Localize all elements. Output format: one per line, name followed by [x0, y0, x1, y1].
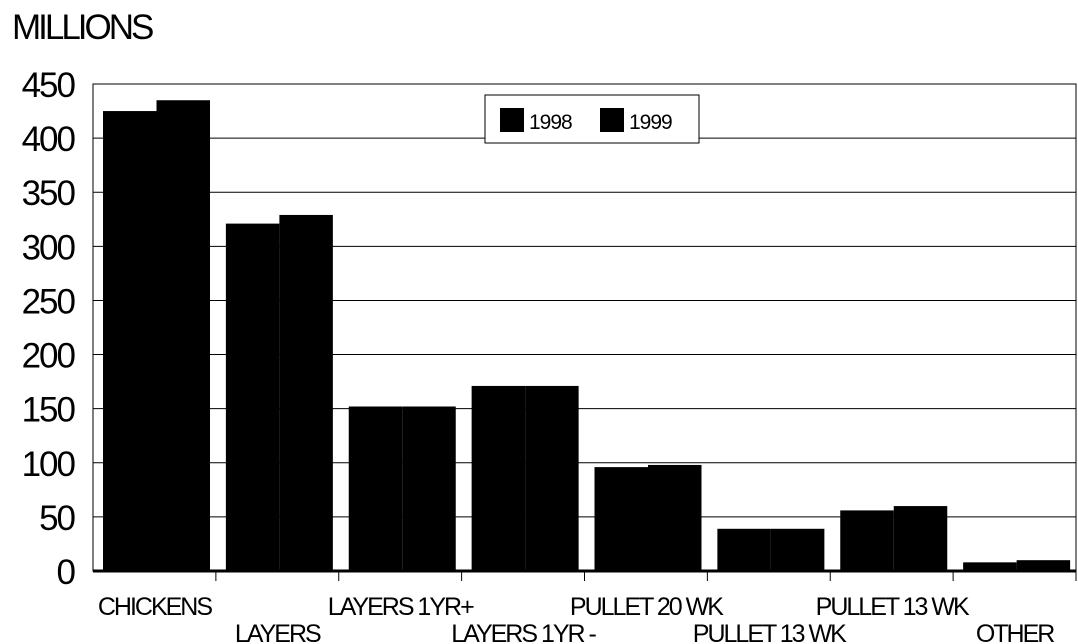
y-tick-label: 50 [39, 499, 75, 538]
x-tick-label: PULLET 20 WK [570, 593, 724, 621]
y-tick-label: 250 [22, 282, 76, 321]
bar-1999 [893, 506, 948, 571]
bar-1999 [648, 464, 702, 571]
legend-label: 1998 [529, 111, 572, 134]
y-tick-label: 0 [57, 553, 76, 592]
bar-1998 [471, 385, 526, 571]
y-axis-title: MILLIONS [12, 8, 154, 47]
y-tick-label: 100 [22, 445, 76, 484]
bar-1999 [156, 100, 210, 571]
x-tick-label: OTHER [976, 620, 1054, 644]
y-tick-label: 350 [22, 174, 76, 213]
bar-1998 [840, 510, 894, 571]
y-tick-label: 400 [22, 120, 76, 159]
x-tick-label: CHICKENS [98, 593, 213, 621]
bar-1999 [1016, 560, 1071, 571]
y-tick-label: 300 [22, 228, 76, 267]
bar-1999 [770, 528, 825, 571]
x-tick-label: LAYERS 1YR - [451, 620, 596, 644]
bar-1998 [963, 562, 1017, 571]
bar-1998 [717, 528, 771, 571]
x-tick-label: LAYERS [235, 620, 321, 644]
y-tick-label: 200 [22, 337, 76, 376]
y-tick-label: 150 [22, 391, 76, 430]
x-tick-label: PULLET 13 WK [816, 593, 970, 621]
x-tick-label: PULLET 13 WK [693, 620, 847, 644]
y-tick-label: 450 [22, 66, 76, 105]
bar-1999 [525, 385, 579, 571]
bar-1998 [225, 223, 280, 571]
bar-1999 [279, 214, 333, 571]
bar-1998 [103, 111, 157, 572]
bar-1999 [402, 406, 456, 571]
legend-swatch [600, 108, 624, 132]
bar-1998 [348, 406, 403, 571]
legend-label: 1999 [629, 111, 672, 134]
x-tick-label: LAYERS 1YR+ [328, 593, 474, 621]
bar-1998 [594, 467, 648, 571]
legend-swatch [500, 108, 524, 132]
